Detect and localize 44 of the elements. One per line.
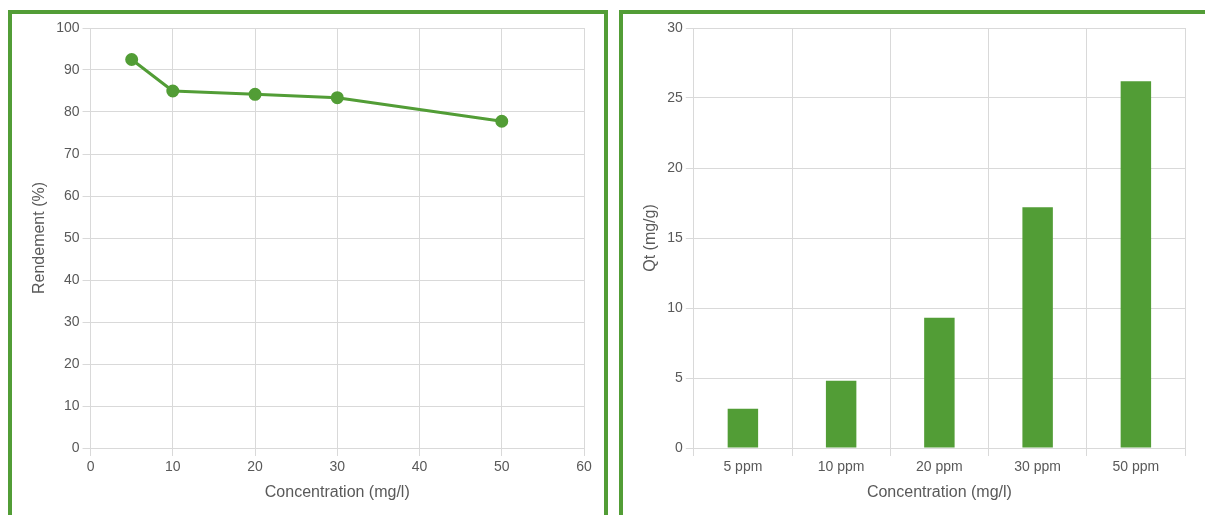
point [166,84,180,98]
y-tick-label: 100 [56,18,80,35]
x-tick-label: 5 ppm [723,458,763,475]
bar [1022,207,1053,448]
y-tick-label: 50 [63,228,80,245]
x-tick-label: 20 ppm [916,458,963,475]
x-tick-label: 30 ppm [1014,458,1061,475]
x-tick-label: 30 [329,458,346,475]
y-tick-label: 15 [667,228,683,245]
x-tick-label: 20 [247,458,264,475]
y-tick-label: 30 [667,18,683,35]
x-axis-title: Concentration (mg/l) [264,482,410,500]
y-tick-label: 20 [667,158,683,175]
x-axis-title: Concentration (mg/l) [866,482,1012,500]
point [125,53,139,66]
x-tick-label: 40 [411,458,428,475]
y-tick-label: 40 [63,270,80,287]
x-tick-label: 50 [493,458,510,475]
point [330,91,344,105]
x-tick-label: 50 ppm [1112,458,1160,475]
y-axis-title: Qt (mg/g) [641,204,659,272]
x-tick-label: 0 [86,458,95,475]
y-tick-label: 90 [63,60,80,77]
y-tick-label: 60 [63,186,80,203]
bar [727,408,759,448]
y-tick-label: 0 [71,438,80,455]
y-tick-label: 10 [667,298,683,315]
x-tick-label: 10 ppm [817,458,865,475]
y-tick-label: 20 [63,354,80,371]
y-tick-label: 80 [63,102,80,119]
y-tick-label: 70 [63,144,80,161]
x-tick-label: 10 [165,458,181,475]
y-tick-label: 25 [667,88,683,105]
bar [924,317,955,448]
point [495,114,509,128]
bar [1120,81,1152,448]
y-tick-label: 5 [674,368,683,385]
y-tick-label: 10 [63,396,80,413]
y-tick-label: 0 [674,438,683,455]
x-tick-label: 60 [576,458,592,475]
y-tick-label: 30 [63,312,80,329]
bar [825,380,857,448]
point [248,87,262,101]
y-axis-title: Rendement (%) [30,181,48,295]
